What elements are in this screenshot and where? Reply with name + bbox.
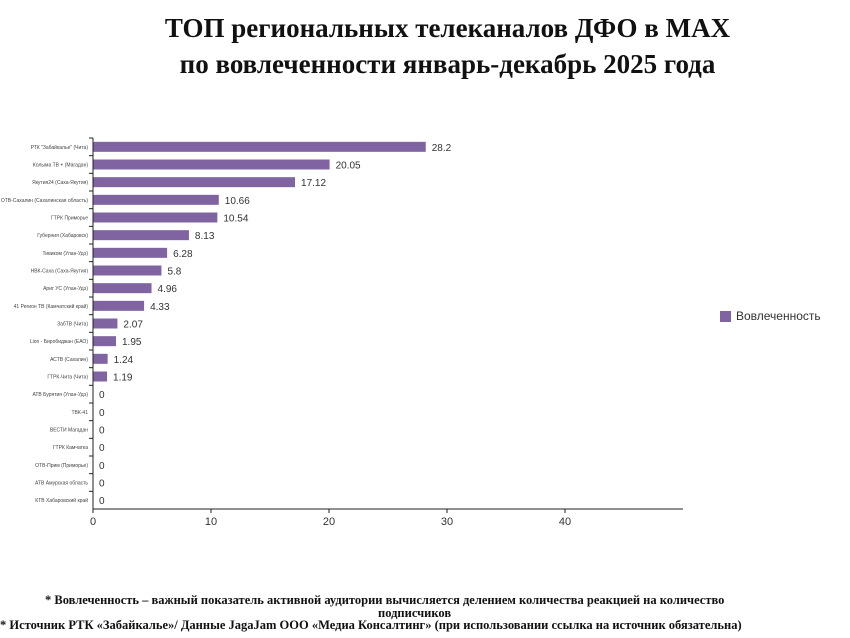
title-line-1: ТОП региональных телеканалов ДФО в MAX bbox=[164, 13, 731, 43]
bar bbox=[93, 177, 296, 188]
category-label: ГТРК Камчатка bbox=[53, 445, 88, 451]
bar bbox=[93, 159, 330, 170]
bar bbox=[93, 141, 426, 152]
data-label: 28.2 bbox=[432, 143, 452, 154]
data-label: 0 bbox=[99, 496, 105, 507]
data-label: 17.12 bbox=[301, 178, 326, 189]
legend-swatch bbox=[720, 310, 731, 322]
category-label: ВЕСТИ Магадан bbox=[50, 428, 88, 434]
data-label: 8.13 bbox=[195, 231, 215, 242]
category-label: АТВ Амурская область bbox=[35, 481, 88, 487]
bar bbox=[93, 265, 162, 276]
x-tick-label: 0 bbox=[90, 516, 96, 528]
category-label: ОТВ-Прим (Приморье) bbox=[35, 463, 88, 469]
data-label: 1.95 bbox=[122, 337, 142, 348]
x-tick-label: 30 bbox=[441, 516, 453, 528]
category-label: Ариг УС (Улан-Удэ) bbox=[43, 286, 88, 292]
bar bbox=[93, 371, 108, 382]
bar bbox=[93, 230, 189, 241]
category-label: НВК-Саха (Саха-Якутия) bbox=[31, 269, 89, 275]
bar bbox=[93, 300, 145, 311]
category-label: Тивиком (Улан-Удэ) bbox=[42, 251, 88, 257]
category-label: Lion - Биробиджан (ЕАО) bbox=[30, 339, 88, 345]
x-tick-label: 10 bbox=[205, 516, 217, 528]
data-label: 0 bbox=[99, 408, 105, 419]
bar bbox=[93, 194, 219, 205]
category-label: ЗабТВ (Чита) bbox=[57, 322, 88, 328]
data-label: 20.05 bbox=[336, 161, 361, 172]
title-line-2: по вовлеченности январь-декабрь 2025 год… bbox=[179, 49, 716, 79]
data-label: 0 bbox=[99, 443, 105, 454]
category-label: 41 Регион ТВ (Камчатский край) bbox=[14, 303, 89, 310]
bar bbox=[93, 212, 218, 223]
bar bbox=[93, 336, 117, 347]
data-label: 0 bbox=[99, 390, 105, 401]
x-tick-label: 40 bbox=[559, 516, 571, 528]
category-label: ОТВ-Сахалин (Сахалинская область) bbox=[1, 198, 88, 204]
legend-label: Вовлеченность bbox=[736, 309, 821, 323]
category-label: ТВК-41 bbox=[71, 410, 88, 416]
data-label: 10.66 bbox=[225, 196, 250, 207]
bar-chart: РТК "Забайкалье" (Чита) 28.2 Колыма ТВ + (… bbox=[1, 137, 683, 528]
category-label: ГТРК-Чита (Чита) bbox=[47, 375, 88, 381]
bar bbox=[93, 283, 152, 294]
data-label: 10.54 bbox=[223, 214, 248, 225]
footnote-2: * Источник РТК «Забайкалье»/ Данные Jaga… bbox=[0, 618, 742, 632]
x-tick-label: 20 bbox=[323, 516, 335, 528]
category-label: АСТВ (Сахалин) bbox=[50, 357, 88, 363]
category-label: АТВ Бурятия (Улан-Удэ) bbox=[32, 392, 88, 398]
data-label: 6.28 bbox=[173, 249, 193, 260]
data-label: 0 bbox=[99, 426, 105, 437]
data-label: 4.33 bbox=[150, 302, 170, 313]
category-label: Якутия24 (Саха-Якутия) bbox=[32, 180, 88, 186]
bar bbox=[93, 318, 118, 329]
category-label: Колыма ТВ + (Магадан) bbox=[33, 163, 88, 169]
data-label: 1.19 bbox=[113, 373, 133, 384]
data-label: 1.24 bbox=[114, 355, 134, 366]
category-label: КТВ Хабаровский край bbox=[35, 497, 88, 504]
footnote-1: * Вовлеченность – важный показатель акти… bbox=[45, 593, 725, 607]
category-label: РТК "Забайкалье" (Чита) bbox=[31, 144, 89, 151]
data-label: 4.96 bbox=[158, 284, 178, 295]
bar bbox=[93, 247, 168, 258]
chart-title: ТОП региональных телеканалов ДФО в MAX п… bbox=[0, 10, 850, 82]
bar bbox=[93, 353, 108, 364]
category-label: Губерния (Хабаровск) bbox=[37, 233, 88, 239]
data-label: 5.8 bbox=[167, 267, 181, 278]
data-label: 0 bbox=[99, 461, 105, 472]
data-label: 2.07 bbox=[123, 320, 143, 331]
category-label: ГТРК Приморье bbox=[51, 216, 88, 222]
legend: Вовлеченность bbox=[720, 309, 821, 323]
data-label: 0 bbox=[99, 479, 105, 490]
footnote-1-cont: подписчиков bbox=[378, 606, 452, 620]
